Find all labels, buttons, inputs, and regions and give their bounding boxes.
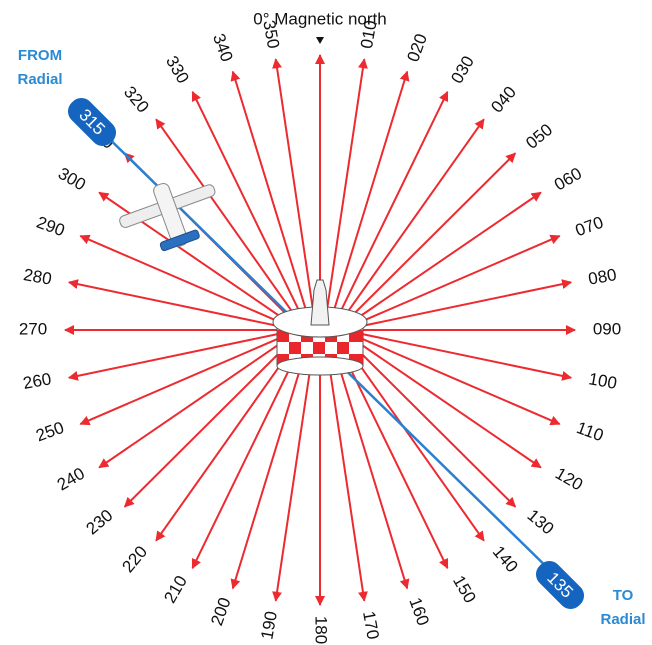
radial-arrow (325, 349, 368, 602)
radial-label: 220 (118, 542, 151, 576)
radial-arrow (354, 339, 542, 469)
radial-label: 290 (34, 213, 67, 241)
radial-label: 180 (312, 616, 331, 644)
radial-label: 040 (487, 83, 520, 117)
radial-arrow (359, 279, 573, 328)
radial-label: 240 (54, 464, 88, 495)
radial-arrow (230, 70, 308, 312)
radial-arrow (349, 342, 517, 508)
radial-label: 250 (33, 418, 66, 446)
radial-label: 140 (489, 542, 522, 576)
radial-label: 270 (19, 319, 47, 338)
radial-label: 230 (83, 506, 117, 539)
radial-arrow (359, 332, 573, 381)
radial-label: 300 (55, 164, 89, 195)
radial-arrow (332, 70, 410, 312)
radial-arrow (79, 335, 283, 426)
north-pointer (316, 37, 324, 44)
radial-label: 330 (162, 53, 193, 87)
to-sub: Radial (600, 611, 645, 628)
radial-arrow (155, 118, 296, 316)
radial-arrow (344, 118, 485, 316)
radial-label: 210 (160, 572, 191, 606)
radial-label: 110 (574, 418, 606, 445)
radial-label: 350 (259, 19, 283, 50)
radial-label: 080 (587, 265, 618, 289)
airplane (119, 182, 216, 252)
radial-label: 070 (573, 213, 606, 241)
radial-arrow (272, 58, 315, 311)
radial-arrow (98, 339, 286, 469)
radial-label: 190 (257, 610, 281, 641)
radial-arrow (79, 234, 283, 325)
from-sub: Radial (17, 71, 62, 88)
radial-label: 150 (449, 572, 480, 606)
radial-label: 050 (522, 120, 556, 153)
radial-arrow (272, 349, 315, 602)
radial-arrow (357, 234, 561, 325)
radial-arrow (191, 346, 301, 570)
radial-arrow (123, 342, 291, 508)
radial-arrow (349, 152, 517, 318)
to-tag: 135 (535, 560, 585, 610)
radial-arrow (354, 191, 542, 321)
from-label: FROM (18, 47, 62, 64)
radial-label: 020 (403, 31, 431, 64)
radial-arrow (339, 346, 449, 570)
radial-arrow (67, 279, 281, 328)
vor-station (272, 279, 368, 376)
radial-label: 090 (593, 319, 621, 338)
radial-label: 100 (587, 369, 618, 393)
radial-arrow (67, 332, 281, 381)
radial-arrow (357, 335, 561, 426)
to-label: TO (613, 587, 634, 604)
radial-arrow (230, 348, 308, 590)
radial-arrow (191, 90, 301, 314)
radial-label: 340 (209, 31, 237, 64)
radial-label: 130 (524, 506, 558, 539)
radial-label: 120 (552, 464, 586, 495)
radial-label: 170 (359, 610, 383, 641)
radial-arrow (325, 58, 368, 311)
radial-arrow (344, 344, 485, 542)
radial-label: 060 (551, 164, 585, 195)
radial-label: 010 (357, 19, 381, 50)
north-label: 0° Magnetic north (253, 9, 386, 28)
radials (64, 54, 576, 606)
radial-arrow (155, 344, 296, 542)
radial-label: 280 (22, 265, 53, 289)
radial-arrow (339, 90, 449, 314)
radial-label: 160 (405, 595, 433, 628)
radial-label: 260 (22, 369, 53, 393)
radial-label: 030 (447, 53, 478, 87)
radial-label: 200 (207, 595, 235, 628)
radial-arrow (332, 348, 410, 590)
radial-label: 320 (120, 83, 153, 117)
